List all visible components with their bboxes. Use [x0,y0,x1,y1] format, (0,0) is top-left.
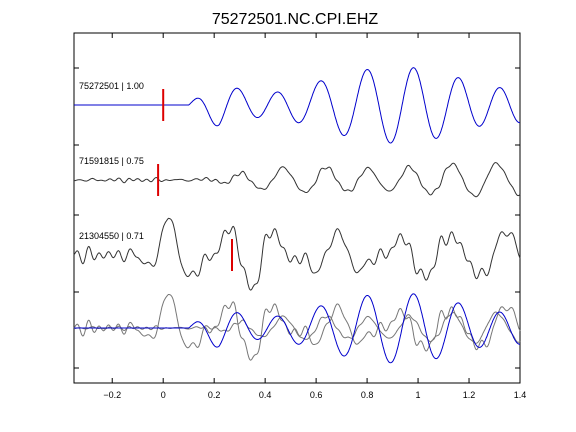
trace-line-3 [73,217,521,291]
x-tick-label: 1.2 [463,390,476,400]
chart-title: 75272501.NC.CPI.EHZ [212,11,379,28]
trace-labels: 75272501 | 1.00 71591815 | 0.75 21304550 |… [79,81,144,241]
plot-frame [73,32,521,384]
x-tick-label: 0.2 [208,390,221,400]
x-tick-label: 0.4 [259,390,272,400]
x-tick-label: 1.4 [514,390,527,400]
trace-line-1 [74,67,520,144]
trace-label-3: 21304550 | 0.71 [79,231,144,241]
trace-label-1: 75272501 | 1.00 [79,81,144,91]
trace-label-2: 71591815 | 0.75 [79,156,144,166]
overlay-trace-1 [74,293,520,364]
x-tick-label: −0.2 [103,390,121,400]
overlay-trace-3 [73,294,521,361]
x-tick-label: 1 [416,390,421,400]
x-tick-label: 0 [161,390,166,400]
x-tick-label: 0.6 [310,390,323,400]
trace-group [73,67,521,364]
trace-line-2 [74,162,521,198]
axis-ticks: −0.2 0 0.2 0.4 0.6 0.8 1 1.2 1.4 [74,33,526,400]
x-tick-label: 0.8 [361,390,374,400]
